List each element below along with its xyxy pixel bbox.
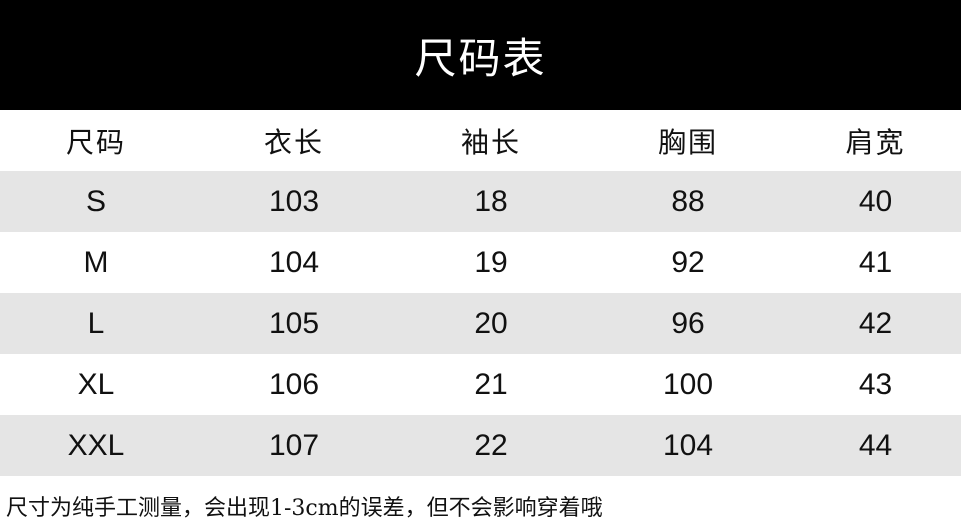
table-cell: 41 [858,245,893,279]
page-title: 尺码表 [414,33,547,83]
header-cell: 胸围 [657,125,718,159]
table-cell: 44 [858,428,893,462]
table-cell: 104 [662,428,714,462]
table-cell: 92 [671,245,705,279]
table-cell: 100 [662,367,714,401]
table-row: XXL 107 22 104 44 [0,415,961,476]
table-cell: 42 [858,306,893,340]
table-cell: 20 [474,306,508,340]
table-row: L 105 20 96 42 [0,293,961,354]
table-cell: 21 [474,367,508,401]
table-cell: XL [77,367,115,401]
table-header-row: 尺码 衣长 袖长 胸围 肩宽 [0,110,961,171]
header-cell: 袖长 [460,125,521,159]
measurement-note: 尺寸为纯手工测量，会出现1-3cm的误差，但不会影响穿着哦 [6,496,603,521]
table-cell: L [87,306,105,340]
table-cell: 106 [268,367,320,401]
table-cell: 88 [671,184,705,218]
header-cell: 肩宽 [845,125,906,159]
table-cell: M [83,245,109,279]
table-row: M 104 19 92 41 [0,232,961,293]
table-cell: 40 [858,184,893,218]
header-cell: 尺码 [65,125,126,159]
title-bar: 尺码表 [0,0,961,110]
table-cell: 19 [474,245,508,279]
table-cell: 105 [268,306,320,340]
table-cell: XXL [67,428,125,462]
header-cell: 衣长 [263,125,324,159]
table-row: XL 106 21 100 43 [0,354,961,415]
table-cell: 96 [671,306,705,340]
table-cell: 107 [268,428,320,462]
table-cell: 103 [268,184,320,218]
table-cell: 104 [268,245,320,279]
size-table: 尺码 衣长 袖长 胸围 肩宽 S 103 18 88 40 M 104 19 9… [0,110,961,476]
table-cell: 22 [474,428,508,462]
table-cell: S [85,184,106,218]
table-cell: 43 [858,367,893,401]
table-row: S 103 18 88 40 [0,171,961,232]
table-cell: 18 [474,184,508,218]
